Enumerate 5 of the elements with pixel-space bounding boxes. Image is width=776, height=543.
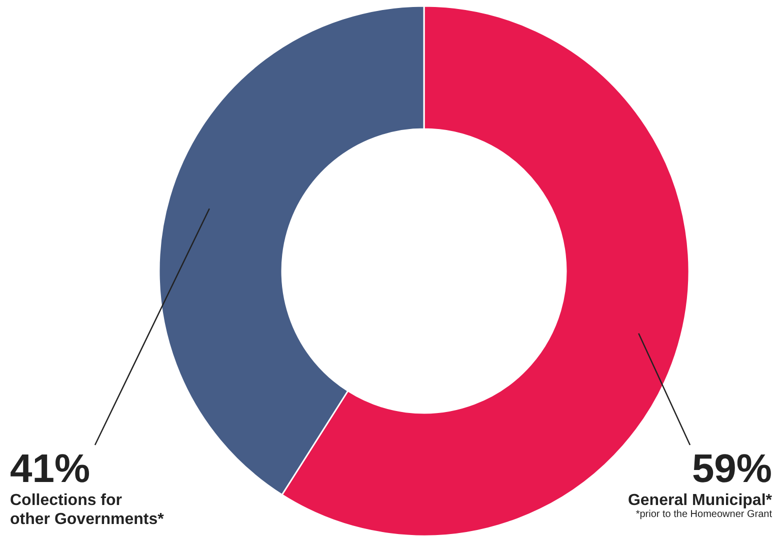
slice-label: Collections for other Governments* bbox=[10, 492, 165, 528]
slice-label: General Municipal* bbox=[628, 492, 773, 509]
text: *prior to the Homeowner Grant bbox=[636, 509, 772, 520]
data-label: 59% bbox=[692, 447, 772, 491]
data-label: 41% bbox=[10, 447, 90, 491]
